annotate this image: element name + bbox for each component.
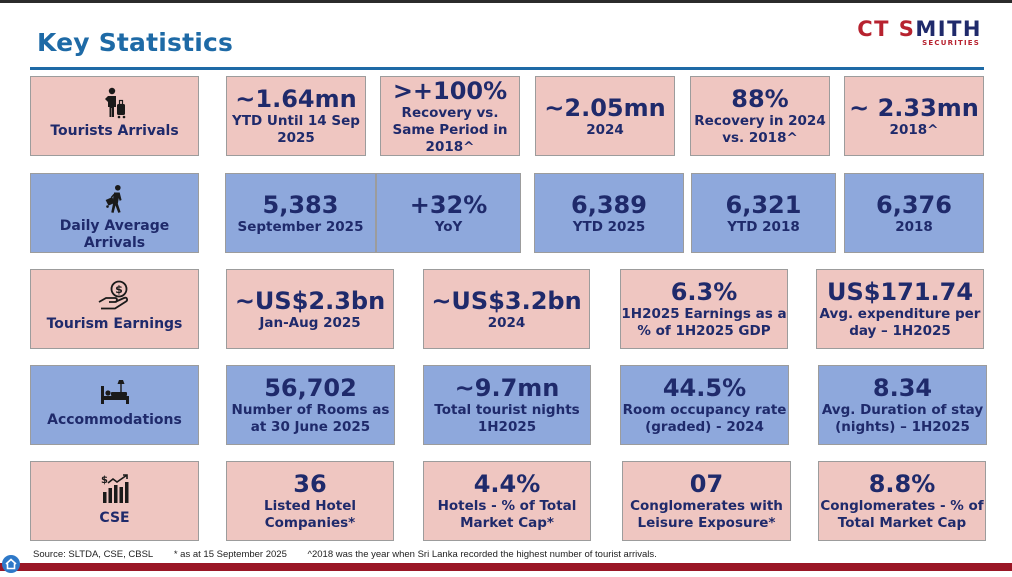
svg-text:$: $ — [115, 283, 123, 296]
bed-icon — [98, 376, 132, 408]
stat-value: +32% — [410, 191, 488, 219]
stat-value: 6.3% — [671, 278, 738, 306]
row-label-daily: Daily Average Arrivals — [30, 173, 199, 253]
stat-box: ~ 2.33mn 2018^ — [844, 76, 984, 156]
stat-value: US$171.74 — [827, 278, 973, 306]
stat-value: 6,376 — [876, 191, 952, 219]
stat-value: ~US$3.2bn — [431, 287, 581, 315]
stat-caption: YTD 2018 — [727, 219, 799, 236]
stat-box: 6,389 YTD 2025 — [534, 173, 684, 253]
stat-caption: 2018 — [895, 219, 933, 236]
stat-caption: Number of Rooms as at 30 June 2025 — [227, 402, 394, 436]
stat-box: 8.8% Conglomerates - % of Total Market C… — [818, 461, 986, 541]
stat-value: ~9.7mn — [455, 374, 560, 402]
home-icon[interactable] — [2, 555, 20, 573]
stat-value: >+100% — [393, 77, 507, 105]
row-label-earnings: $ Tourism Earnings — [30, 269, 199, 349]
logo-wordmark: CT SMITH — [857, 17, 982, 41]
bar-chart-icon: $ — [98, 472, 132, 506]
stat-box: ~9.7mn Total tourist nights 1H2025 — [423, 365, 591, 445]
row-label-text: Daily Average Arrivals — [31, 218, 198, 252]
stat-box: 56,702 Number of Rooms as at 30 June 202… — [226, 365, 395, 445]
row-label-text: CSE — [99, 510, 129, 527]
money-hand-icon: $ — [97, 280, 133, 312]
stat-caption: Listed Hotel Companies* — [227, 498, 393, 532]
svg-text:$: $ — [101, 475, 108, 486]
footer-source: Source: SLTDA, CSE, CBSL — [33, 549, 153, 560]
stat-caption: Avg. expenditure per day – 1H2025 — [817, 306, 983, 340]
stat-caption: 2018^ — [890, 122, 939, 139]
stat-caption: Avg. Duration of stay (nights) – 1H2025 — [819, 402, 986, 436]
stat-box: ~2.05mn 2024 — [535, 76, 675, 156]
stat-box: US$171.74 Avg. expenditure per day – 1H2… — [816, 269, 984, 349]
stat-caption: 1H2025 Earnings as a % of 1H2025 GDP — [621, 306, 787, 340]
stat-box: 4.4% Hotels - % of Total Market Cap* — [423, 461, 591, 541]
stat-box: 07 Conglomerates with Leisure Exposure* — [622, 461, 791, 541]
stat-value: ~2.05mn — [544, 94, 665, 122]
row-label-accommodations: Accommodations — [30, 365, 199, 445]
stat-value: 88% — [731, 85, 788, 113]
stat-caption: September 2025 — [238, 219, 364, 236]
stat-caption: Room occupancy rate (graded) - 2024 — [621, 402, 788, 436]
row-label-text: Accommodations — [47, 412, 182, 429]
stat-box: 5,383 September 2025 — [225, 173, 376, 253]
stat-caption: Recovery vs. Same Period in 2018^ — [381, 105, 519, 156]
stat-caption: Conglomerates - % of Total Market Cap — [819, 498, 985, 532]
stat-value: 4.4% — [474, 470, 541, 498]
stat-box: ~1.64mn YTD Until 14 Sep 2025 — [226, 76, 366, 156]
stat-box: 6.3% 1H2025 Earnings as a % of 1H2025 GD… — [620, 269, 788, 349]
stat-value: ~US$2.3bn — [235, 287, 385, 315]
stat-caption: 2024 — [586, 122, 624, 139]
stat-value: 44.5% — [663, 374, 746, 402]
stat-value: 36 — [293, 470, 326, 498]
title-divider — [30, 67, 984, 70]
stat-box: >+100% Recovery vs. Same Period in 2018^ — [380, 76, 520, 156]
stat-caption: YTD 2025 — [573, 219, 645, 236]
stat-caption: Recovery in 2024 vs. 2018^ — [691, 113, 829, 147]
row-label-cse: $ CSE — [30, 461, 199, 541]
stat-box: 44.5% Room occupancy rate (graded) - 202… — [620, 365, 789, 445]
logo-subtitle: SECURITIES — [922, 39, 980, 47]
logo-part-a: CT S — [857, 17, 915, 41]
footer-note-asterisk: * as at 15 September 2025 — [174, 549, 287, 560]
footer-note-caret: ^2018 was the year when Sri Lanka record… — [308, 549, 657, 560]
stat-box: 36 Listed Hotel Companies* — [226, 461, 394, 541]
stat-value: ~1.64mn — [235, 85, 356, 113]
stat-caption: YoY — [435, 219, 463, 236]
stat-value: 5,383 — [263, 191, 339, 219]
stat-value: 6,321 — [726, 191, 802, 219]
row-label-text: Tourism Earnings — [47, 316, 183, 333]
ct-smith-logo: CT SMITH SECURITIES — [858, 17, 982, 49]
page-title: Key Statistics — [37, 28, 233, 57]
stat-caption: Hotels - % of Total Market Cap* — [424, 498, 590, 532]
stat-value: 56,702 — [264, 374, 357, 402]
stat-caption: YTD Until 14 Sep 2025 — [227, 113, 365, 147]
home-glyph — [2, 555, 20, 573]
stat-box: 6,376 2018 — [844, 173, 984, 253]
stat-caption: Conglomerates with Leisure Exposure* — [623, 498, 790, 532]
stat-box: 8.34 Avg. Duration of stay (nights) – 1H… — [818, 365, 987, 445]
stat-box: 6,321 YTD 2018 — [691, 173, 836, 253]
top-border — [0, 0, 1012, 3]
traveler-luggage-icon — [100, 87, 130, 119]
footer-notes: Source: SLTDA, CSE, CBSL * as at 15 Sept… — [33, 549, 675, 560]
stat-caption: Total tourist nights 1H2025 — [424, 402, 590, 436]
walking-traveler-icon — [100, 184, 130, 214]
stat-caption: Jan-Aug 2025 — [259, 315, 360, 332]
stat-box: 88% Recovery in 2024 vs. 2018^ — [690, 76, 830, 156]
stat-box: ~US$3.2bn 2024 — [423, 269, 590, 349]
row-label-tourists: Tourists Arrivals — [30, 76, 199, 156]
stat-value: 8.34 — [873, 374, 932, 402]
stat-value: 6,389 — [571, 191, 647, 219]
stat-caption: 2024 — [488, 315, 526, 332]
logo-part-b: MITH — [915, 17, 982, 41]
stat-value: 07 — [690, 470, 723, 498]
bottom-bar — [0, 563, 1012, 571]
stat-box: ~US$2.3bn Jan-Aug 2025 — [226, 269, 394, 349]
stat-box: +32% YoY — [376, 173, 521, 253]
row-label-text: Tourists Arrivals — [50, 123, 178, 140]
stat-value: 8.8% — [869, 470, 936, 498]
stat-value: ~ 2.33mn — [849, 94, 979, 122]
